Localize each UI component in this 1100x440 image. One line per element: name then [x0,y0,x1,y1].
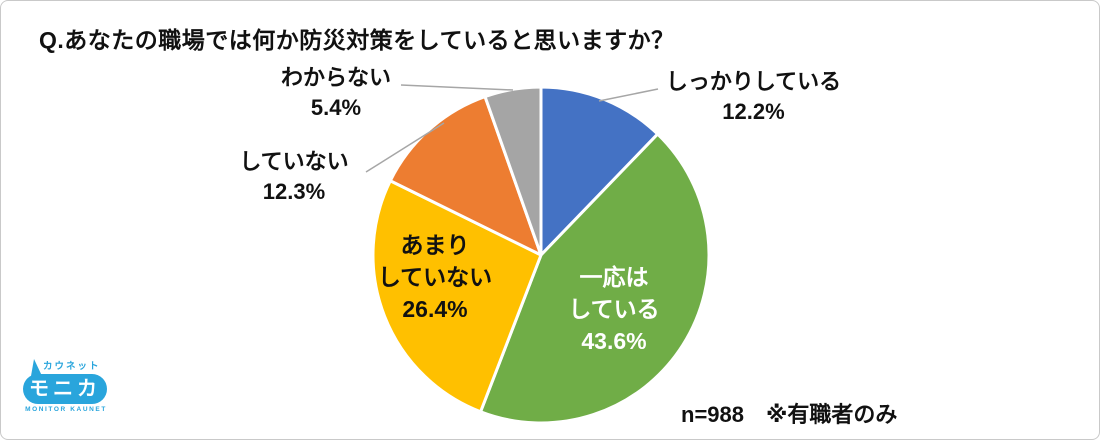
logo-bottom-text: MONITOR KAUNET [25,406,107,413]
slice-percent-text: 12.3% [262,179,326,204]
slice-label-text: あまり [400,232,470,258]
logo-bubble: モニカ [23,374,107,404]
slice-percent-text: 43.6% [581,328,647,354]
logo-top-row: カウネット [31,359,109,376]
pie-slice-1 [479,132,711,425]
slice-label-text: していない [377,264,493,290]
pie-slices [371,85,711,425]
label-ichiou-wa-shiteiru: 一応は している 43.6% [546,261,682,357]
leader-line-0 [598,88,659,102]
label-amari-shiteinai: あまり していない 26.4% [364,229,506,325]
leader-lines [365,84,659,173]
slice-label-text: していない [239,149,349,174]
slice-label-text: している [568,296,660,322]
label-shiteinai: していない 12.3% [224,147,364,207]
slice-label-text: わからない [280,65,391,90]
population-note: ※有職者のみ [766,402,898,427]
logo-spike-icon [31,359,42,376]
logo-top-text: カウネット [43,361,101,372]
pie-slice-0 [539,85,660,257]
leader-line-1 [365,122,445,173]
sample-size: n=988 [681,402,744,427]
monika-kaunet-logo: カウネット モニカ MONITOR KAUNET [23,359,109,413]
label-wakaranai: わからない 5.4% [266,63,406,123]
label-shikkari-shiteiru: しっかりしている 12.2% [646,67,861,127]
chart-title: Q.あなたの職場では何か防災対策をしていると思いますか？ [39,27,675,53]
slice-percent-text: 26.4% [402,296,468,322]
pie-slice-3 [388,95,543,257]
slice-label-text: 一応は [579,264,649,290]
slice-label-text: しっかりしている [665,69,842,94]
logo-main-text: モニカ [29,378,101,400]
pie-slice-2 [371,179,543,414]
slice-percent-text: 5.4% [310,95,362,120]
leader-line-2 [400,84,514,91]
slice-percent-text: 12.2% [722,99,785,124]
sample-size-note: n=988 ※有職者のみ [681,397,897,429]
